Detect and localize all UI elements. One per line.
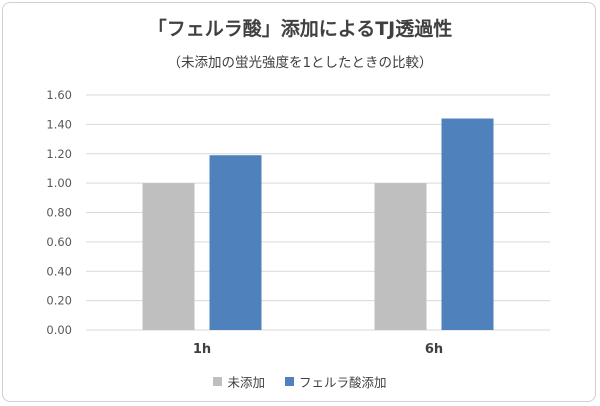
- y-tick-label: 0.60: [46, 235, 72, 249]
- legend-swatch-control: [213, 377, 223, 386]
- legend-label-control: 未添加: [227, 375, 265, 390]
- y-tick-label: 1.60: [46, 88, 72, 102]
- legend-item-ferulic: フェルラ酸添加: [285, 372, 387, 391]
- y-tick-label: 1.20: [46, 147, 72, 161]
- y-tick-label: 0.40: [46, 264, 72, 278]
- legend: 未添加 フェルラ酸添加: [0, 372, 600, 391]
- bar-control-1h: [142, 183, 195, 330]
- y-tick-label: 0.20: [46, 294, 72, 308]
- x-category-label: 1h: [193, 342, 211, 357]
- x-category-label: 6h: [425, 342, 443, 357]
- bar-ferulic-6h: [441, 118, 494, 330]
- chart-frame: [2, 2, 596, 402]
- bar-control-6h: [374, 183, 427, 330]
- bar-ferulic-1h: [209, 155, 262, 330]
- legend-item-control: 未添加: [213, 372, 265, 391]
- chart-title: 「フェルラ酸」添加によるTJ透過性: [147, 18, 453, 40]
- y-tick-label: 1.40: [46, 117, 72, 131]
- chart-subtitle: （未添加の蛍光強度を1としたときの比較）: [167, 55, 433, 71]
- y-tick-label: 0.80: [46, 206, 72, 220]
- y-tick-label: 1.00: [46, 176, 72, 190]
- legend-swatch-ferulic: [285, 377, 294, 386]
- y-tick-label: 0.00: [46, 323, 72, 337]
- legend-label-ferulic: フェルラ酸添加: [299, 375, 387, 390]
